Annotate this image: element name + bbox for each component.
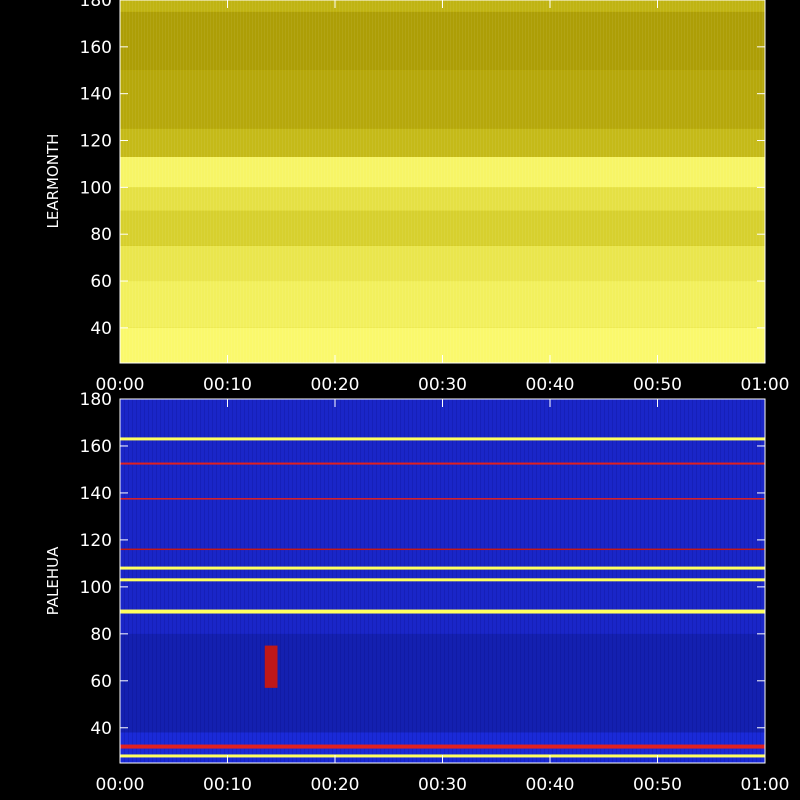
y-tick-label: 180 <box>80 390 112 410</box>
y-tick-label: 100 <box>80 578 112 598</box>
y-tick-label: 180 <box>80 0 112 11</box>
palehua-emission-line <box>120 462 765 465</box>
palehua-panel: 40 60 80 100 120 140 160 180 00:00 00:10 00:20 00:… <box>44 390 790 795</box>
x-tick-label: 00:00 <box>96 775 145 795</box>
x-tick-label: 01:00 <box>741 375 790 395</box>
x-tick-label: 00:30 <box>418 375 467 395</box>
palehua-emission-line <box>120 548 765 551</box>
palehua-emission-line <box>120 578 765 582</box>
x-tick-label: 00:10 <box>203 775 252 795</box>
x-tick-label: 00:50 <box>633 375 682 395</box>
x-tick-label: 00:20 <box>311 375 360 395</box>
y-tick-label: 120 <box>80 132 112 152</box>
x-tick-label: 00:20 <box>311 775 360 795</box>
y-tick-label: 40 <box>90 319 112 339</box>
palehua-emission-line <box>120 437 765 441</box>
learmonth-y-axis-label: LEARMONTH <box>44 134 62 229</box>
x-tick-label: 00:40 <box>526 775 575 795</box>
x-tick-label: 01:00 <box>741 775 790 795</box>
palehua-emission-line <box>120 566 765 570</box>
y-tick-label: 40 <box>90 719 112 739</box>
y-tick-label: 140 <box>80 484 112 504</box>
y-tick-label: 60 <box>90 272 112 292</box>
x-tick-label: 00:30 <box>418 775 467 795</box>
palehua-emission-line <box>120 609 765 614</box>
y-tick-label: 80 <box>90 625 112 645</box>
x-tick-label: 00:10 <box>203 375 252 395</box>
y-tick-label: 80 <box>90 225 112 245</box>
y-tick-label: 160 <box>80 38 112 58</box>
x-tick-label: 00:40 <box>526 375 575 395</box>
y-tick-label: 140 <box>80 85 112 105</box>
y-tick-label: 120 <box>80 531 112 551</box>
x-tick-label: 00:50 <box>633 775 682 795</box>
learmonth-panel: 40 60 80 100 120 140 160 180 00:00 00:10 00:20 00:… <box>44 0 790 395</box>
x-tick-label: 00:00 <box>96 375 145 395</box>
palehua-emission-line <box>120 744 765 749</box>
palehua-emission-line <box>120 498 765 500</box>
y-tick-label: 100 <box>80 178 112 198</box>
palehua-y-axis-label: PALEHUA <box>44 546 62 615</box>
y-tick-label: 160 <box>80 437 112 457</box>
y-tick-label: 60 <box>90 672 112 692</box>
palehua-radio-burst <box>264 645 278 688</box>
